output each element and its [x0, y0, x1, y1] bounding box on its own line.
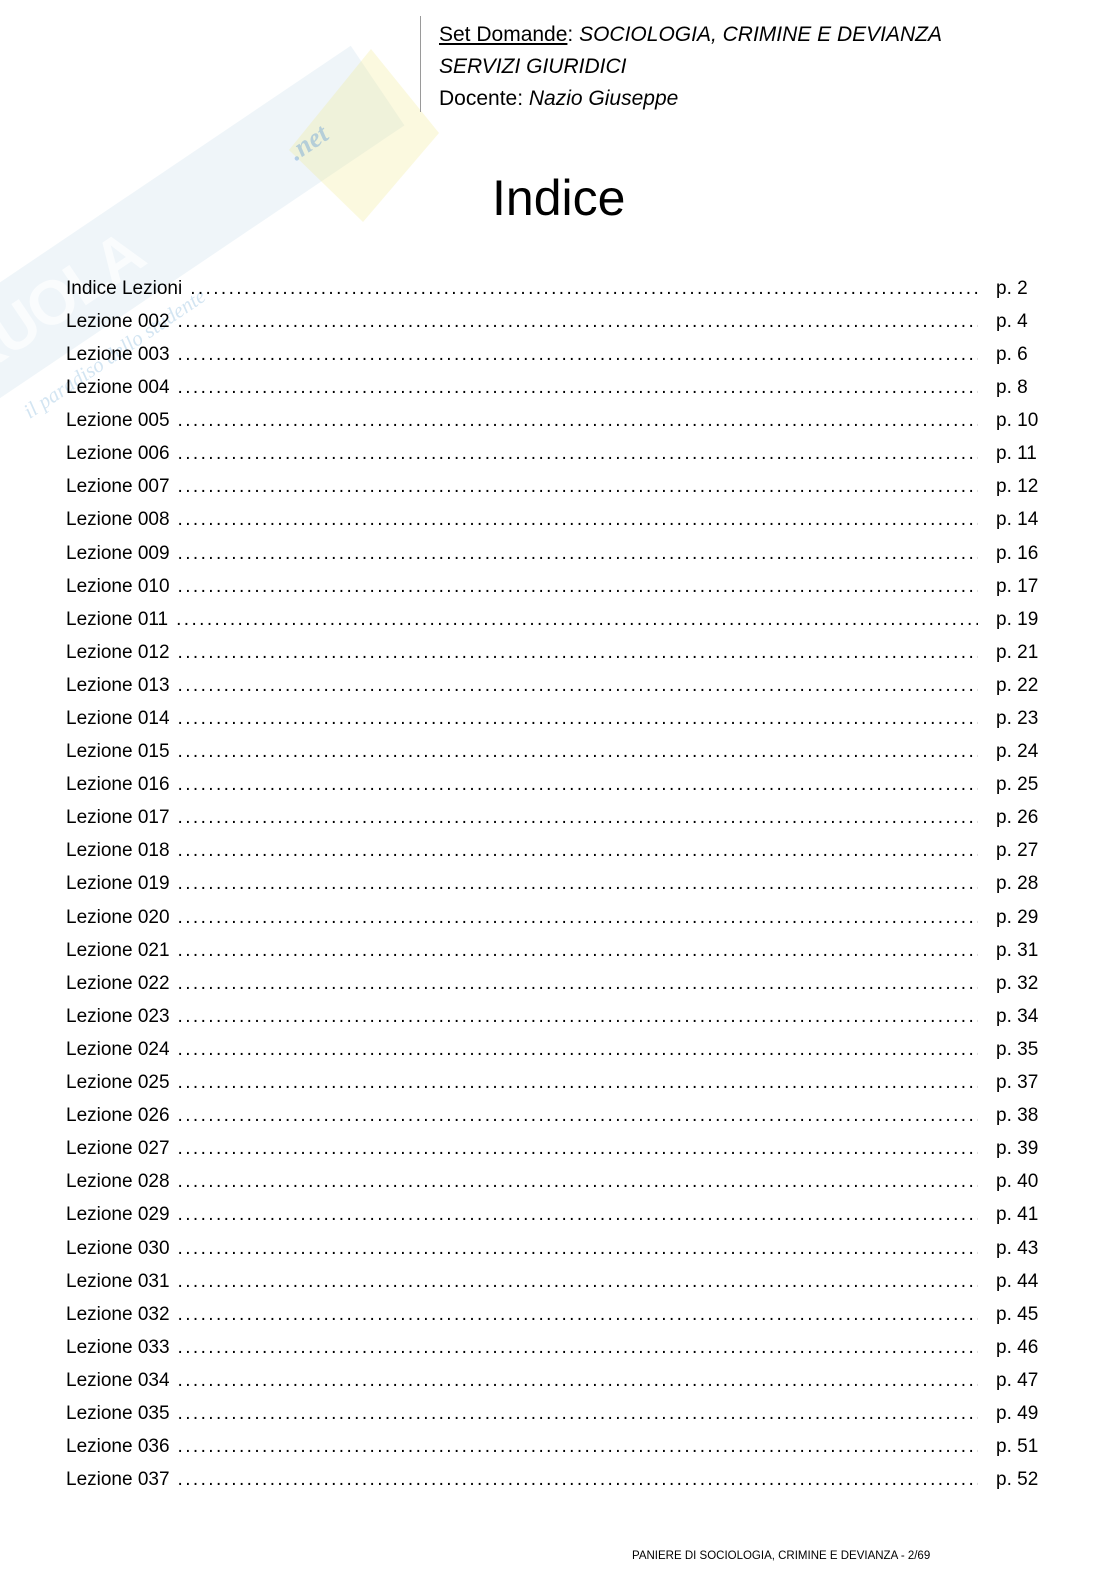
svg-text:.net: .net	[282, 117, 334, 166]
